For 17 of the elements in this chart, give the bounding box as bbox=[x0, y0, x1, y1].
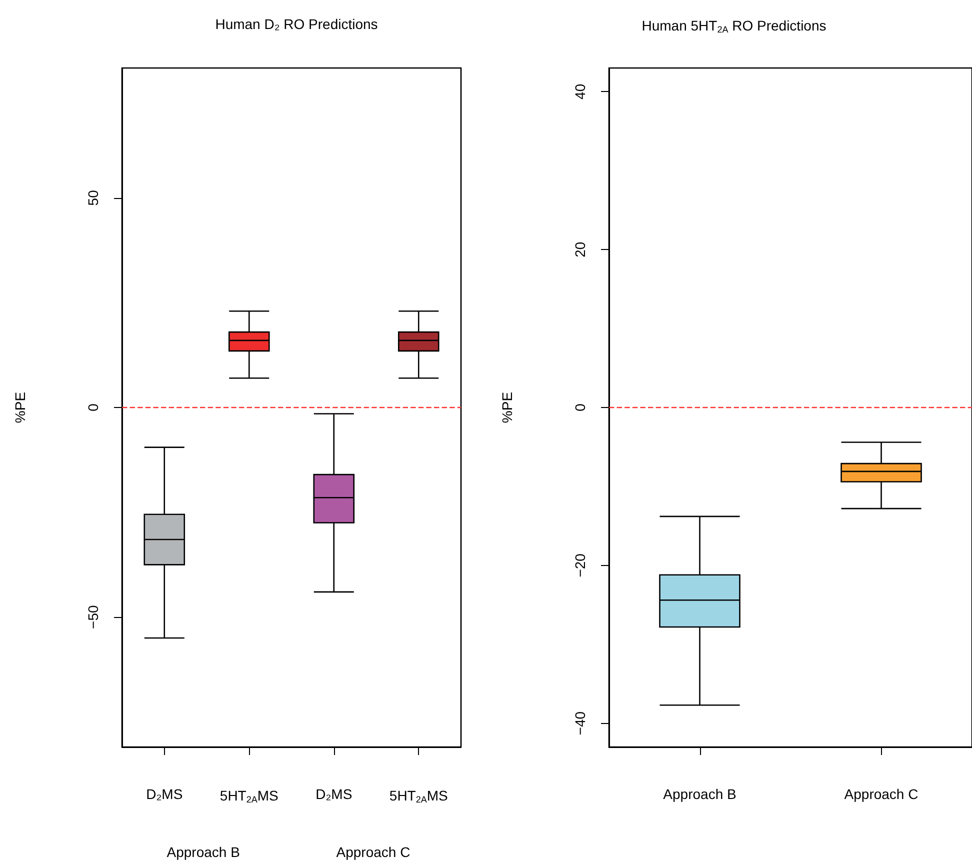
y-axis-title: %PE bbox=[12, 392, 28, 424]
text: Approach C bbox=[336, 844, 410, 860]
x-tick-label: Approach C bbox=[844, 786, 918, 802]
chart-title: Human D₂ RO Predictions bbox=[215, 16, 378, 32]
y-tick-label: −50 bbox=[85, 604, 101, 629]
y-tick-label: 50 bbox=[85, 190, 101, 206]
y-axis-title: %PE bbox=[499, 392, 515, 424]
y-tick-label: 0 bbox=[85, 403, 101, 412]
x-tick-label: D₂MS bbox=[146, 786, 183, 802]
y-tick-label: −20 bbox=[572, 553, 588, 578]
y-tick-label: 40 bbox=[572, 84, 588, 100]
x-tick-label: Approach B bbox=[663, 786, 736, 802]
y-tick-label: −40 bbox=[572, 711, 588, 736]
y-tick-label: 20 bbox=[572, 242, 588, 258]
y-tick-label: 0 bbox=[572, 403, 588, 412]
text: Approach B bbox=[166, 844, 240, 860]
x-tick-label: D₂MS bbox=[316, 786, 352, 802]
